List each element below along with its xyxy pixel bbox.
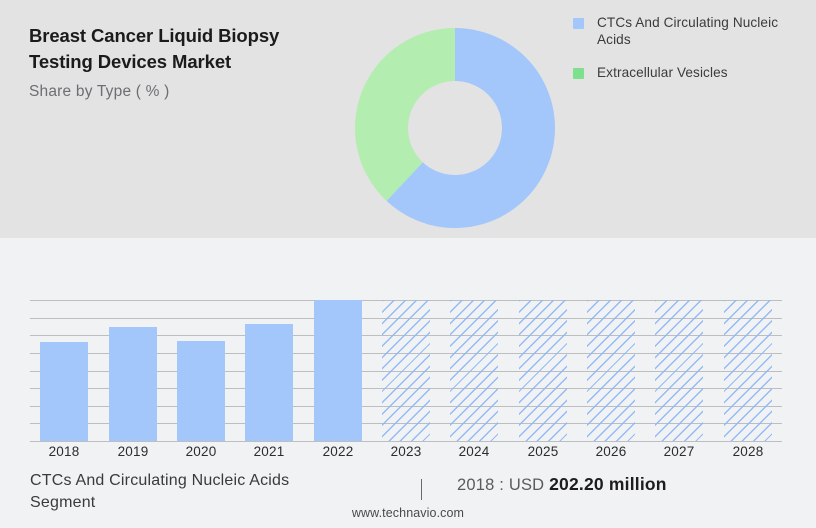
legend-label-extracellular-vesicles: Extracellular Vesicles: [597, 65, 728, 80]
chart-legend: CTCs And Circulating Nucleic Acids Extra…: [573, 14, 808, 97]
legend-item-ctcs[interactable]: CTCs And Circulating Nucleic Acids: [573, 14, 808, 48]
bar-2021[interactable]: [245, 324, 293, 441]
footer-segment-line-2: Segment: [30, 494, 96, 511]
donut-chart: [355, 28, 555, 228]
footer-url: www.technavio.com: [351, 506, 465, 520]
bar-chart-bars: [30, 300, 782, 441]
footer: CTCs And Circulating Nucleic Acids Segme…: [0, 466, 816, 528]
bar-2018[interactable]: [40, 342, 88, 441]
page-title-line-1: Breast Cancer Liquid Biopsy: [29, 25, 280, 46]
legend-item-extracellular-vesicles[interactable]: Extracellular Vesicles: [573, 64, 808, 81]
x-axis-label-2025: 2025: [527, 444, 559, 459]
footer-value-prefix: 2018 : USD: [457, 476, 545, 494]
forecast-block-2023[interactable]: [382, 300, 430, 441]
legend-swatch-ev-icon: [573, 68, 584, 79]
forecast-block-2027[interactable]: [655, 300, 703, 441]
bar-chart-area: 2018 2019 2020 2021 2022 2023 2024 2025 2026 2027…: [0, 238, 816, 466]
footer-segment-label: CTCs And Circulating Nucleic Acids Segme…: [30, 470, 380, 514]
bar-2019[interactable]: [109, 327, 157, 441]
legend-label-ctcs: CTCs And Circulating Nucleic Acids: [597, 15, 779, 47]
page-subtitle: Share by Type ( % ): [29, 83, 170, 100]
title-block: Breast Cancer Liquid Biopsy Testing Devi…: [29, 23, 359, 102]
bar-2022[interactable]: [314, 300, 362, 441]
x-axis-label-2023: 2023: [390, 444, 422, 459]
forecast-block-2026[interactable]: [587, 300, 635, 441]
x-axis-label-2026: 2026: [595, 444, 627, 459]
page-title-line-2: Testing Devices Market: [29, 51, 232, 72]
forecast-block-2028[interactable]: [724, 300, 772, 441]
x-axis-label-2021: 2021: [253, 444, 285, 459]
footer-divider: [421, 479, 422, 500]
footer-value: 2018 : USD 202.20 million: [457, 474, 667, 495]
x-axis-label-2027: 2027: [663, 444, 695, 459]
x-axis-label-2024: 2024: [458, 444, 490, 459]
x-axis-label-2018: 2018: [48, 444, 80, 459]
bar-chart-x-axis-labels: 2018 2019 2020 2021 2022 2023 2024 2025 2026 2027…: [30, 444, 782, 466]
footer-value-amount: 202.20 million: [549, 474, 667, 494]
x-axis-label-2019: 2019: [117, 444, 149, 459]
x-axis-label-2022: 2022: [322, 444, 354, 459]
x-axis-label-2020: 2020: [185, 444, 217, 459]
x-axis-label-2028: 2028: [732, 444, 764, 459]
forecast-block-2024[interactable]: [450, 300, 498, 441]
donut-hole: [408, 81, 502, 175]
gridline: [30, 441, 782, 442]
legend-swatch-ctcs-icon: [573, 18, 584, 29]
header-band: Breast Cancer Liquid Biopsy Testing Devi…: [0, 0, 816, 238]
donut-chart-svg: [355, 28, 555, 228]
bar-2020[interactable]: [177, 341, 225, 441]
donut-slice-2[interactable]: [355, 28, 455, 201]
footer-segment-line-1: CTCs And Circulating Nucleic Acids: [30, 472, 290, 489]
forecast-block-2025[interactable]: [519, 300, 567, 441]
